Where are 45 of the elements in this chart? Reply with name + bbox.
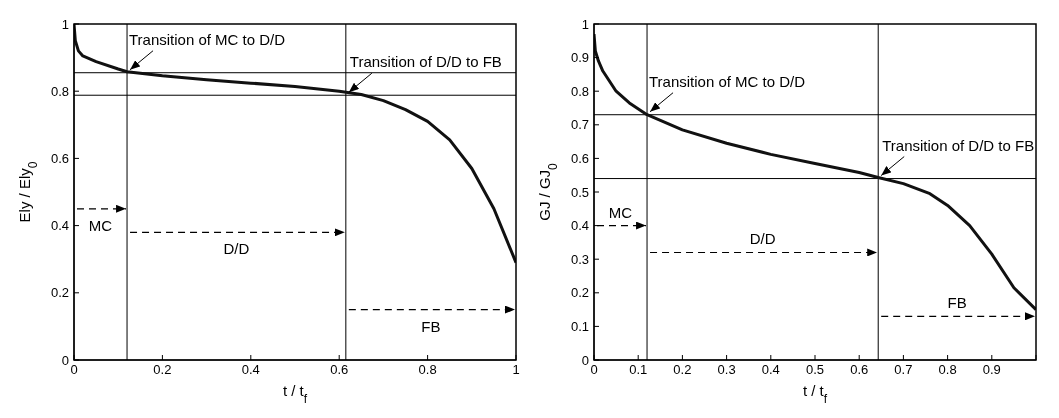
annotation: FB bbox=[421, 317, 441, 335]
x-tick-label: 0.5 bbox=[805, 362, 825, 378]
annotation: MC bbox=[88, 216, 113, 234]
x-tick-label: 0.6 bbox=[850, 362, 869, 378]
x-axis-title: t / t$_{f}$ bbox=[282, 382, 308, 406]
line-series bbox=[74, 24, 516, 265]
x-tick-label: 0.4 bbox=[761, 362, 780, 378]
y-tick-label: 0.4 bbox=[570, 218, 589, 234]
y-tick-label: 0.5 bbox=[570, 184, 589, 200]
y-tick-label: 0.9 bbox=[570, 50, 589, 66]
x-tick-label: 0.7 bbox=[894, 362, 913, 378]
x-tick-label: 0.1 bbox=[629, 362, 648, 378]
y-tick-label: 0.3 bbox=[570, 251, 589, 267]
annotation: D/D bbox=[223, 240, 250, 258]
x-tick-label: 0.3 bbox=[717, 362, 736, 378]
y-tick-label: 0.1 bbox=[570, 319, 589, 335]
annotation: Transition of D/D to FB bbox=[349, 53, 502, 71]
x-tick-label: 0.9 bbox=[982, 362, 1001, 378]
annotation: Transition of MC to D/D bbox=[128, 30, 286, 48]
x-tick-label: 0.8 bbox=[418, 362, 437, 378]
y-tick-label: 1 bbox=[581, 16, 589, 32]
y-tick-label: 0.7 bbox=[570, 117, 589, 133]
y-tick-label: 0 bbox=[581, 352, 589, 368]
y-tick-label: 0.2 bbox=[50, 285, 69, 301]
x-tick-label: 0.6 bbox=[330, 362, 349, 378]
y-tick-label: 0.6 bbox=[50, 151, 69, 167]
x-tick-label: 0.8 bbox=[938, 362, 957, 378]
annotation: Transition of MC to D/D bbox=[648, 72, 806, 90]
annotation: D/D bbox=[749, 230, 776, 248]
annotation: FB bbox=[947, 294, 967, 312]
x-axis-title: t / t$_{f}$ bbox=[802, 382, 828, 406]
x-tick-label: 0.2 bbox=[153, 362, 172, 378]
y-tick-label: 0 bbox=[61, 352, 69, 368]
x-tick-label: 0.4 bbox=[241, 362, 260, 378]
y-tick-label: 0.8 bbox=[50, 83, 69, 99]
x-tick-label: 1 bbox=[512, 362, 520, 378]
annotation: Transition of D/D to FB bbox=[882, 136, 1035, 154]
annotation: MC bbox=[608, 203, 633, 221]
y-tick-label: 0.6 bbox=[570, 151, 589, 167]
line-series bbox=[594, 32, 1036, 312]
x-tick-label: 0.2 bbox=[673, 362, 692, 378]
y-tick-label: 0.4 bbox=[50, 218, 69, 234]
y-tick-label: 1 bbox=[61, 16, 69, 32]
y-tick-label: 0.8 bbox=[570, 83, 589, 99]
y-tick-label: 0.2 bbox=[570, 285, 589, 301]
